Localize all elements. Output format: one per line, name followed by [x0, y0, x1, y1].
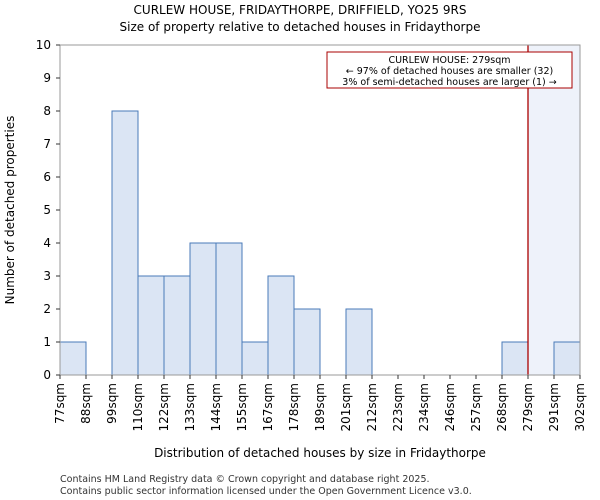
- y-tick-label-8: 8: [43, 104, 51, 118]
- y-tick-label-0: 0: [43, 368, 51, 382]
- bar-268sqm: [501, 341, 529, 376]
- y-axis-label: Number of detached properties: [3, 116, 17, 305]
- bar-110sqm: [137, 275, 165, 376]
- y-tick-label-10: 10: [36, 38, 51, 52]
- x-tick-label-178sqm: 178sqm: [287, 383, 301, 431]
- annotation-box: [326, 51, 573, 89]
- bar-133sqm: [189, 242, 217, 376]
- bar-178sqm: [293, 308, 321, 376]
- x-tick-label-144sqm: 144sqm: [209, 383, 223, 431]
- y-tick-label-7: 7: [43, 137, 51, 151]
- footer-copyright: Contains HM Land Registry data © Crown c…: [60, 474, 430, 485]
- x-tick-label-268sqm: 268sqm: [495, 383, 509, 431]
- shade-rect: [528, 45, 580, 375]
- bars-group: [59, 110, 581, 376]
- x-tick-label-122sqm: 122sqm: [157, 383, 171, 431]
- x-tick-label-291sqm: 291sqm: [547, 383, 561, 431]
- bar-291sqm: [553, 341, 581, 376]
- above-property-shade-region: [528, 45, 580, 375]
- x-tick-label-201sqm: 201sqm: [339, 383, 353, 431]
- x-axis-ticks: 77sqm 88sqm 99sqm 110sqm 122sqm 133sqm 144sqm 1…: [53, 375, 587, 431]
- y-tick-label-4: 4: [43, 236, 51, 250]
- property-annotation: CURLEW HOUSE: 279sqm ← 97% of detached h…: [326, 51, 573, 89]
- y-axis-ticks: 0 1 2 3 4 5 6 7 8 9 10: [36, 38, 60, 382]
- annotation-line-property: CURLEW HOUSE: 279sqm: [388, 55, 510, 66]
- y-tick-label-6: 6: [43, 170, 51, 184]
- footer-licence: Contains public sector information licen…: [60, 486, 472, 497]
- x-tick-label-99sqm: 99sqm: [105, 383, 119, 424]
- x-tick-label-133sqm: 133sqm: [183, 383, 197, 431]
- x-tick-label-155sqm: 155sqm: [235, 383, 249, 431]
- y-tick-label-9: 9: [43, 71, 51, 85]
- x-tick-label-212sqm: 212sqm: [365, 383, 379, 431]
- x-tick-label-279sqm: 279sqm: [521, 383, 535, 431]
- x-tick-label-77sqm: 77sqm: [53, 383, 67, 424]
- annotation-line-larger: 3% of semi-detached houses are larger (1…: [342, 77, 556, 88]
- chart-subtitle: Size of property relative to detached ho…: [120, 20, 481, 34]
- x-tick-label-246sqm: 246sqm: [443, 383, 457, 431]
- bar-122sqm: [163, 275, 191, 376]
- x-tick-label-189sqm: 189sqm: [313, 383, 327, 431]
- x-tick-label-88sqm: 88sqm: [79, 383, 93, 424]
- bar-144sqm: [215, 242, 243, 376]
- bar-77sqm: [59, 341, 87, 376]
- bar-167sqm: [267, 275, 295, 376]
- y-tick-label-1: 1: [43, 335, 51, 349]
- x-tick-label-110sqm: 110sqm: [131, 383, 145, 431]
- x-tick-label-223sqm: 223sqm: [391, 383, 405, 431]
- x-tick-label-234sqm: 234sqm: [417, 383, 431, 431]
- bar-155sqm: [241, 341, 269, 376]
- y-tick-label-2: 2: [43, 302, 51, 316]
- x-axis-label: Distribution of detached houses by size …: [154, 446, 486, 460]
- chart-title: CURLEW HOUSE, FRIDAYTHORPE, DRIFFIELD, Y…: [134, 3, 467, 17]
- y-tick-label-5: 5: [43, 203, 51, 217]
- bar-99sqm: [111, 110, 139, 376]
- x-tick-label-302sqm: 302sqm: [573, 383, 587, 431]
- y-tick-label-3: 3: [43, 269, 51, 283]
- x-tick-label-167sqm: 167sqm: [261, 383, 275, 431]
- annotation-line-smaller: ← 97% of detached houses are smaller (32…: [346, 66, 553, 77]
- x-tick-label-257sqm: 257sqm: [469, 383, 483, 431]
- bar-201sqm: [345, 308, 373, 376]
